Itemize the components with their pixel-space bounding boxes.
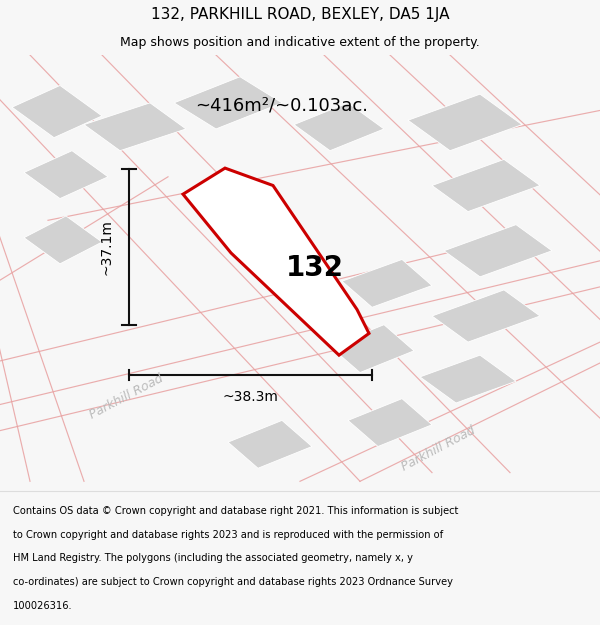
Text: ~416m²/~0.103ac.: ~416m²/~0.103ac.: [196, 96, 368, 114]
Polygon shape: [432, 159, 540, 212]
Text: ~37.1m: ~37.1m: [100, 219, 114, 275]
Polygon shape: [228, 421, 312, 468]
Text: ~38.3m: ~38.3m: [223, 390, 278, 404]
Text: HM Land Registry. The polygons (including the associated geometry, namely x, y: HM Land Registry. The polygons (includin…: [13, 554, 413, 564]
Text: 100026316.: 100026316.: [13, 601, 73, 611]
Text: Parkhill Road: Parkhill Road: [399, 424, 477, 474]
Polygon shape: [348, 399, 432, 446]
Text: 132, PARKHILL ROAD, BEXLEY, DA5 1JA: 132, PARKHILL ROAD, BEXLEY, DA5 1JA: [151, 8, 449, 22]
Polygon shape: [330, 325, 414, 372]
Text: Map shows position and indicative extent of the property.: Map shows position and indicative extent…: [120, 36, 480, 49]
Polygon shape: [183, 168, 369, 355]
Text: Parkhill Road: Parkhill Road: [87, 372, 165, 421]
Polygon shape: [444, 224, 552, 277]
Text: 132: 132: [286, 254, 344, 282]
Polygon shape: [24, 216, 102, 264]
Text: co-ordinates) are subject to Crown copyright and database rights 2023 Ordnance S: co-ordinates) are subject to Crown copyr…: [13, 577, 453, 587]
Polygon shape: [174, 77, 282, 129]
Polygon shape: [342, 259, 432, 308]
Polygon shape: [420, 355, 516, 403]
Polygon shape: [24, 151, 108, 199]
Polygon shape: [84, 103, 186, 151]
Polygon shape: [294, 103, 384, 151]
Polygon shape: [432, 290, 540, 342]
Polygon shape: [12, 86, 102, 138]
Text: to Crown copyright and database rights 2023 and is reproduced with the permissio: to Crown copyright and database rights 2…: [13, 530, 443, 540]
Text: Contains OS data © Crown copyright and database right 2021. This information is : Contains OS data © Crown copyright and d…: [13, 506, 458, 516]
Polygon shape: [408, 94, 522, 151]
